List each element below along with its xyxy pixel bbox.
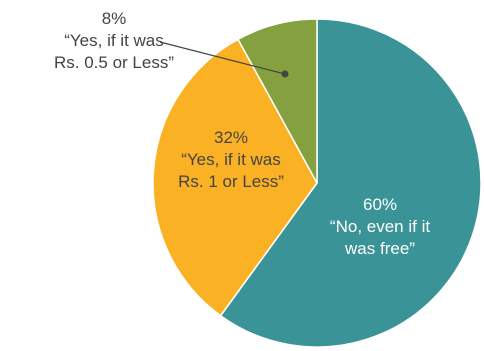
pie-slice-1 <box>219 18 482 348</box>
pie-slice-3 <box>236 18 318 184</box>
slice-percent: 60% <box>363 195 397 214</box>
slice-caption-line: “No, even if it <box>330 217 430 236</box>
leader-lines <box>159 41 289 78</box>
leader-dot-3 <box>281 70 289 78</box>
slice-labels: 60% “No, even if it was free” 32% “Yes, if i… <box>54 9 430 258</box>
slice-caption-line: Rs. 1 or Less” <box>178 172 284 191</box>
slice-percent: 32% <box>214 128 248 147</box>
slice-label-2: 32% “Yes, if it was Rs. 1 or Less” <box>178 128 284 191</box>
slice-caption-line: Rs. 0.5 or Less” <box>54 53 174 72</box>
pie-slice-2 <box>152 38 318 317</box>
pie-slices <box>152 18 482 348</box>
slice-caption-line: “Yes, if it was <box>181 150 281 169</box>
slice-label-1: 60% “No, even if it was free” <box>330 195 430 258</box>
slice-percent: 8% <box>102 9 127 28</box>
slice-caption-line: “Yes, if it was <box>64 31 164 50</box>
slice-label-3: 8% “Yes, if it was Rs. 0.5 or Less” <box>54 9 174 72</box>
slice-caption-line: was free” <box>344 239 415 258</box>
leader-line-3 <box>159 41 286 75</box>
